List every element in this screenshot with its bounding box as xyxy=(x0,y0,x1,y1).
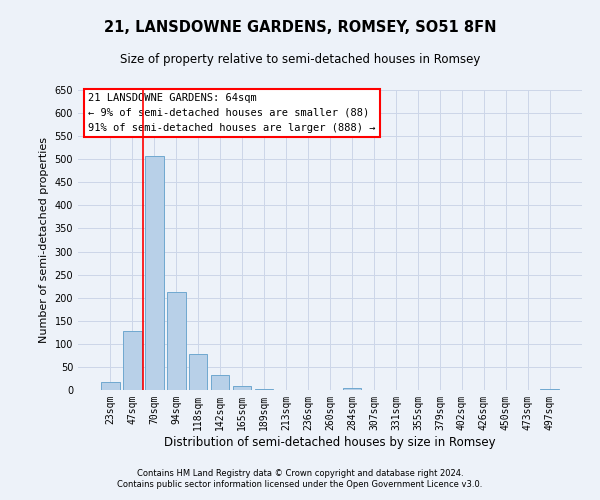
Text: 21 LANSDOWNE GARDENS: 64sqm
← 9% of semi-detached houses are smaller (88)
91% of: 21 LANSDOWNE GARDENS: 64sqm ← 9% of semi… xyxy=(88,93,376,132)
Y-axis label: Number of semi-detached properties: Number of semi-detached properties xyxy=(39,137,49,343)
Text: Contains HM Land Registry data © Crown copyright and database right 2024.: Contains HM Land Registry data © Crown c… xyxy=(137,468,463,477)
Text: 21, LANSDOWNE GARDENS, ROMSEY, SO51 8FN: 21, LANSDOWNE GARDENS, ROMSEY, SO51 8FN xyxy=(104,20,496,35)
Bar xyxy=(101,382,119,390)
Bar xyxy=(233,386,251,390)
Bar xyxy=(211,375,229,390)
Text: Size of property relative to semi-detached houses in Romsey: Size of property relative to semi-detach… xyxy=(120,52,480,66)
X-axis label: Distribution of semi-detached houses by size in Romsey: Distribution of semi-detached houses by … xyxy=(164,436,496,448)
Bar xyxy=(167,292,185,390)
Bar xyxy=(145,156,164,390)
Bar xyxy=(541,388,559,390)
Bar xyxy=(255,389,274,390)
Bar xyxy=(189,354,208,390)
Bar xyxy=(343,388,361,390)
Bar xyxy=(123,332,142,390)
Text: Contains public sector information licensed under the Open Government Licence v3: Contains public sector information licen… xyxy=(118,480,482,489)
